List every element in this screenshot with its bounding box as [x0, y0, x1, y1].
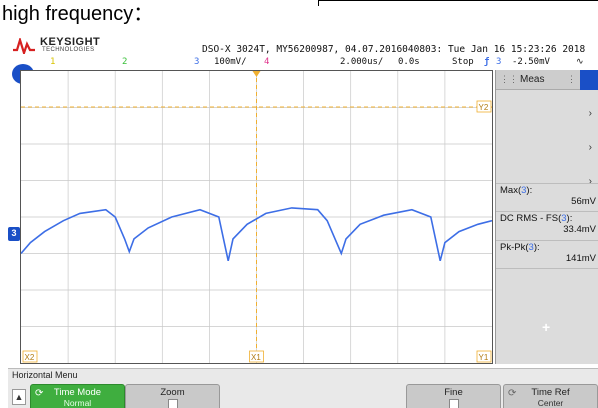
softkey-zoom[interactable]: Zoom [125, 384, 220, 408]
cursor-y1-tag: Y1 [476, 350, 492, 363]
channel-1-label[interactable]: 1 [50, 57, 56, 67]
meas-divider [496, 268, 598, 269]
cursor-y2-tag: Y2 [476, 100, 492, 113]
keysight-logo: KEYSIGHT TECHNOLOGIES [12, 36, 132, 58]
cursor-lines [21, 71, 492, 363]
measurements-tab[interactable]: ⋮⋮ Meas ⋮⋮ [496, 70, 598, 90]
trigger-position-marker [252, 71, 261, 77]
instrument-info: DSO-X 3024T, MY56200987, 04.07.201604080… [202, 44, 586, 55]
horizontal-menu: Horizontal Menu ▲ ⟳ Time Mode Normal Zoo… [8, 368, 598, 408]
channel-3-trace [21, 207, 492, 262]
measurement-max[interactable]: Max(3): 56mV [500, 185, 596, 207]
keysight-wave-icon [13, 38, 35, 54]
top-tick [318, 0, 319, 6]
measurements-panel: ⋮⋮ Meas ⋮⋮ › › › Max(3): 56mV DC RMS - F… [495, 70, 598, 364]
status-row: 1 2 3 100mV/ 4 2.000us/ 0.0s Stop ƒ 3 -2… [8, 57, 598, 70]
channel-2-label[interactable]: 2 [122, 57, 128, 67]
oscilloscope-screen: KEYSIGHT TECHNOLOGIES DSO-X 3024T, MY562… [8, 34, 598, 408]
meas-label: DC RMS - FS [500, 213, 559, 224]
measurement-pk-pk[interactable]: Pk-Pk(3): 141mV [500, 242, 596, 264]
fine-checkbox[interactable] [448, 399, 459, 408]
softkey-label: Zoom [160, 387, 185, 398]
time-delay[interactable]: 0.0s [398, 57, 420, 67]
svg-text:Y2: Y2 [479, 103, 489, 112]
channel-3-label[interactable]: 3 [194, 57, 200, 67]
softkey-value: Normal [63, 398, 92, 408]
softkey-label: Time Mode [53, 387, 102, 398]
run-state[interactable]: Stop [452, 57, 474, 67]
trigger-source[interactable]: 3 [496, 57, 502, 67]
svg-text:X2: X2 [25, 353, 35, 362]
trigger-level[interactable]: -2.50mV [512, 57, 550, 67]
trigger-slope-icon[interactable]: ∿ [576, 57, 584, 67]
meas-channel: 3 [561, 213, 567, 224]
meas-value: 141mV [565, 253, 596, 264]
meas-channel: 3 [521, 185, 527, 196]
add-measurement-icon[interactable]: + [542, 319, 551, 335]
svg-text:Y1: Y1 [479, 353, 489, 362]
scroll-caret-icon[interactable]: › [588, 176, 592, 187]
channel-3-scale[interactable]: 100mV/ [214, 57, 247, 67]
meas-channel: 3 [528, 242, 534, 253]
top-rule [318, 0, 598, 1]
cursor-x2-tag: X2 [22, 350, 38, 363]
softkey-label: Fine [444, 387, 463, 398]
logo-name: KEYSIGHT [40, 36, 101, 48]
timebase[interactable]: 2.000us/ [340, 57, 384, 67]
logo-sub: TECHNOLOGIES [42, 47, 95, 53]
tab-corner-icon[interactable] [580, 70, 598, 90]
meas-label: Max [500, 185, 518, 196]
cursor-tags: Y2 X2 X1 Y1 [22, 100, 492, 363]
cursor-x1-tag: X1 [249, 350, 264, 363]
menu-title: Horizontal Menu [12, 370, 78, 380]
meas-divider [496, 211, 598, 212]
knob-icon: ⟳ [35, 388, 44, 399]
measurements-title: Meas [520, 74, 545, 85]
grip-icon: ⋮⋮ [567, 74, 585, 84]
meas-value: 56mV [571, 196, 596, 207]
meas-divider [496, 240, 598, 241]
page-caption: high frequency： [2, 3, 154, 25]
scroll-caret-icon[interactable]: › [588, 142, 592, 153]
softkey-time-ref[interactable]: ⟳ Time Ref Center [503, 384, 598, 408]
meas-value: 33.4mV [563, 224, 596, 235]
grip-icon: ⋮⋮ [500, 74, 518, 84]
waveform-display[interactable]: Y2 X2 X1 Y1 [20, 70, 493, 364]
channel-3-ground-label: 3 [11, 228, 17, 238]
softkey-label: Time Ref [531, 387, 570, 398]
softkey-fine[interactable]: Fine [406, 384, 501, 408]
meas-divider [496, 183, 598, 184]
softkey-time-mode[interactable]: ⟳ Time Mode Normal [30, 384, 125, 408]
channel-4-label[interactable]: 4 [264, 57, 270, 67]
menu-up-arrow-icon[interactable]: ▲ [12, 389, 26, 405]
channel-3-ground-marker[interactable] [8, 227, 20, 241]
zoom-checkbox[interactable] [167, 399, 178, 408]
meas-label: Pk-Pk [500, 242, 526, 253]
knob-icon: ⟳ [508, 388, 517, 399]
scroll-caret-icon[interactable]: › [588, 108, 592, 119]
svg-text:X1: X1 [251, 353, 261, 362]
trigger-icon[interactable]: ƒ [484, 57, 490, 67]
softkey-value: Center [537, 398, 564, 408]
waveform-plot: Y2 X2 X1 Y1 [21, 71, 492, 363]
measurement-dc-rms[interactable]: DC RMS - FS(3): 33.4mV [500, 213, 596, 235]
